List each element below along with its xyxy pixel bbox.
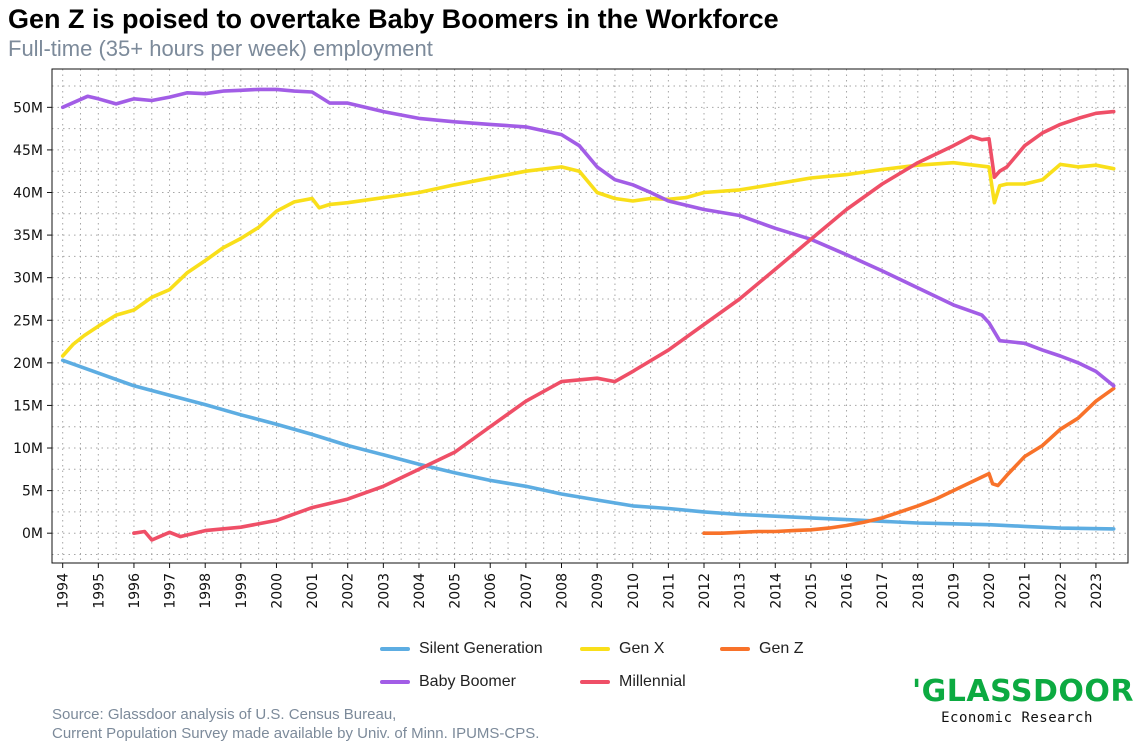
x-tick-label: 2011	[661, 573, 677, 609]
x-tick-label: 2009	[590, 573, 606, 609]
legend: Silent Generation Gen X Gen Z Baby Boome…	[380, 638, 840, 702]
x-tick-label: 2016	[840, 573, 856, 609]
x-tick-label: 1999	[234, 573, 250, 609]
y-tick-label: 50M	[13, 100, 43, 116]
series-line-gen-z	[702, 386, 1116, 535]
series-line-baby-boomer	[60, 87, 1116, 388]
legend-swatch-baby-boomer	[380, 680, 410, 684]
legend-label-gen-z: Gen Z	[759, 640, 804, 657]
legend-item-gen-z: Gen Z	[720, 638, 803, 660]
x-tick-label: 1997	[163, 573, 179, 609]
x-tick-label: 2003	[376, 573, 392, 609]
logo-wordmark: 'GLASSDOOR'	[912, 674, 1135, 709]
legend-swatch-millennial	[580, 680, 610, 684]
logo-subtitle: Economic Research	[941, 710, 1093, 726]
x-tick-label: 2021	[1018, 573, 1034, 609]
x-tick-label: 2008	[554, 573, 570, 609]
chart-title: Gen Z is poised to overtake Baby Boomers…	[8, 4, 779, 34]
series-line-millennial	[132, 109, 1116, 542]
x-tick-label: 2019	[946, 573, 962, 609]
x-tick-label: 2006	[483, 573, 499, 609]
grid-lines	[52, 69, 1128, 563]
x-axis-ticks: 1994 1995 1996 1997 1998 1999 2000 2001 2002 2003…	[56, 563, 1105, 609]
x-tick-label: 2018	[911, 573, 927, 609]
legend-label-millennial: Millennial	[619, 673, 686, 690]
y-tick-label: 45M	[13, 143, 43, 159]
x-tick-label: 2002	[341, 573, 357, 609]
x-tick-label: 1994	[56, 573, 72, 609]
x-tick-label: 1998	[198, 573, 214, 609]
legend-item-baby-boomer: Baby Boomer	[380, 671, 516, 693]
x-tick-label: 2007	[519, 573, 535, 609]
x-tick-label: 2012	[697, 573, 713, 609]
y-tick-label: 0M	[22, 526, 43, 542]
x-tick-label: 2013	[733, 573, 749, 609]
legend-item-gen-x: Gen X	[580, 638, 664, 660]
legend-swatch-silent-generation	[380, 647, 410, 651]
series-lines	[60, 87, 1116, 542]
x-tick-label: 2004	[412, 573, 428, 609]
y-tick-label: 35M	[13, 228, 43, 244]
legend-label-gen-x: Gen X	[619, 640, 665, 657]
legend-item-silent-generation: Silent Generation	[380, 638, 543, 660]
y-axis-ticks: 0M 5M 10M 15M 20M 25M 30M 35M 40M 45M 50M	[13, 100, 52, 542]
glassdoor-logo: 'GLASSDOOR' Economic Research	[912, 674, 1135, 726]
x-tick-label: 2005	[448, 573, 464, 609]
x-tick-label: 2017	[875, 573, 891, 609]
legend-swatch-gen-x	[580, 647, 610, 651]
x-tick-label: 2000	[269, 573, 285, 609]
chart-subtitle: Full-time (35+ hours per week) employmen…	[8, 36, 433, 61]
legend-label-silent-generation: Silent Generation	[419, 640, 543, 657]
source-line-2: Current Population Survey made available…	[52, 725, 540, 742]
y-tick-label: 20M	[13, 356, 43, 372]
x-tick-label: 2001	[305, 573, 321, 609]
x-tick-label: 1996	[127, 573, 143, 609]
x-tick-label: 2010	[626, 573, 642, 609]
x-tick-label: 1995	[91, 573, 107, 609]
legend-item-millennial: Millennial	[580, 671, 686, 693]
x-tick-label: 2023	[1089, 573, 1105, 609]
legend-label-baby-boomer: Baby Boomer	[419, 673, 516, 690]
series-line-gen-x	[60, 160, 1116, 358]
y-tick-label: 25M	[13, 313, 43, 329]
y-tick-label: 30M	[13, 271, 43, 287]
y-tick-label: 10M	[13, 441, 43, 457]
x-tick-label: 2015	[804, 573, 820, 609]
y-tick-label: 40M	[13, 186, 43, 202]
x-tick-label: 2022	[1053, 573, 1069, 609]
y-tick-label: 15M	[13, 398, 43, 414]
legend-swatch-gen-z	[720, 647, 750, 651]
source-line-1: Source: Glassdoor analysis of U.S. Censu…	[52, 706, 397, 723]
source-note: Source: Glassdoor analysis of U.S. Censu…	[52, 705, 539, 743]
x-tick-label: 2014	[768, 573, 784, 609]
x-tick-label: 2020	[982, 573, 998, 609]
y-tick-label: 5M	[22, 484, 43, 500]
series-line-silent-generation	[60, 358, 1116, 531]
plot-frame	[51, 68, 1129, 564]
